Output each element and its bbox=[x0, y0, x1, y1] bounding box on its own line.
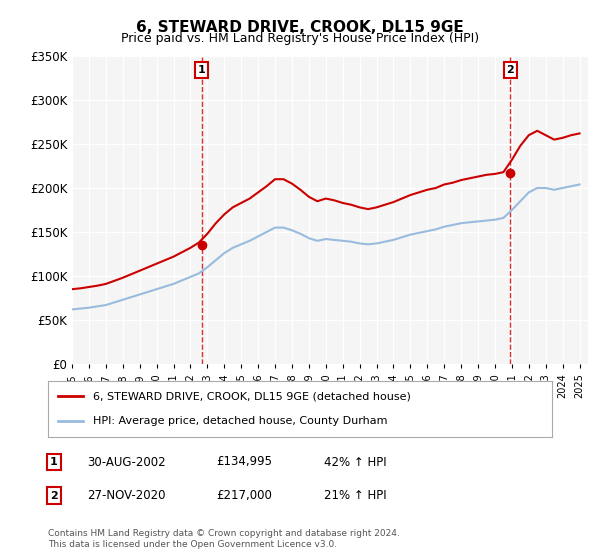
Text: 6, STEWARD DRIVE, CROOK, DL15 9GE (detached house): 6, STEWARD DRIVE, CROOK, DL15 9GE (detac… bbox=[94, 391, 411, 402]
Text: 2: 2 bbox=[506, 66, 514, 75]
Text: HPI: Average price, detached house, County Durham: HPI: Average price, detached house, Coun… bbox=[94, 416, 388, 426]
Text: 42% ↑ HPI: 42% ↑ HPI bbox=[324, 455, 386, 469]
Text: 21% ↑ HPI: 21% ↑ HPI bbox=[324, 489, 386, 502]
Text: 30-AUG-2002: 30-AUG-2002 bbox=[87, 455, 166, 469]
Text: £134,995: £134,995 bbox=[216, 455, 272, 469]
Text: 27-NOV-2020: 27-NOV-2020 bbox=[87, 489, 166, 502]
Text: 2: 2 bbox=[50, 491, 58, 501]
Text: Contains HM Land Registry data © Crown copyright and database right 2024.
This d: Contains HM Land Registry data © Crown c… bbox=[48, 529, 400, 549]
Text: 1: 1 bbox=[50, 457, 58, 467]
Text: Price paid vs. HM Land Registry's House Price Index (HPI): Price paid vs. HM Land Registry's House … bbox=[121, 32, 479, 45]
Text: 1: 1 bbox=[198, 66, 205, 75]
Text: £217,000: £217,000 bbox=[216, 489, 272, 502]
Text: 6, STEWARD DRIVE, CROOK, DL15 9GE: 6, STEWARD DRIVE, CROOK, DL15 9GE bbox=[136, 20, 464, 35]
